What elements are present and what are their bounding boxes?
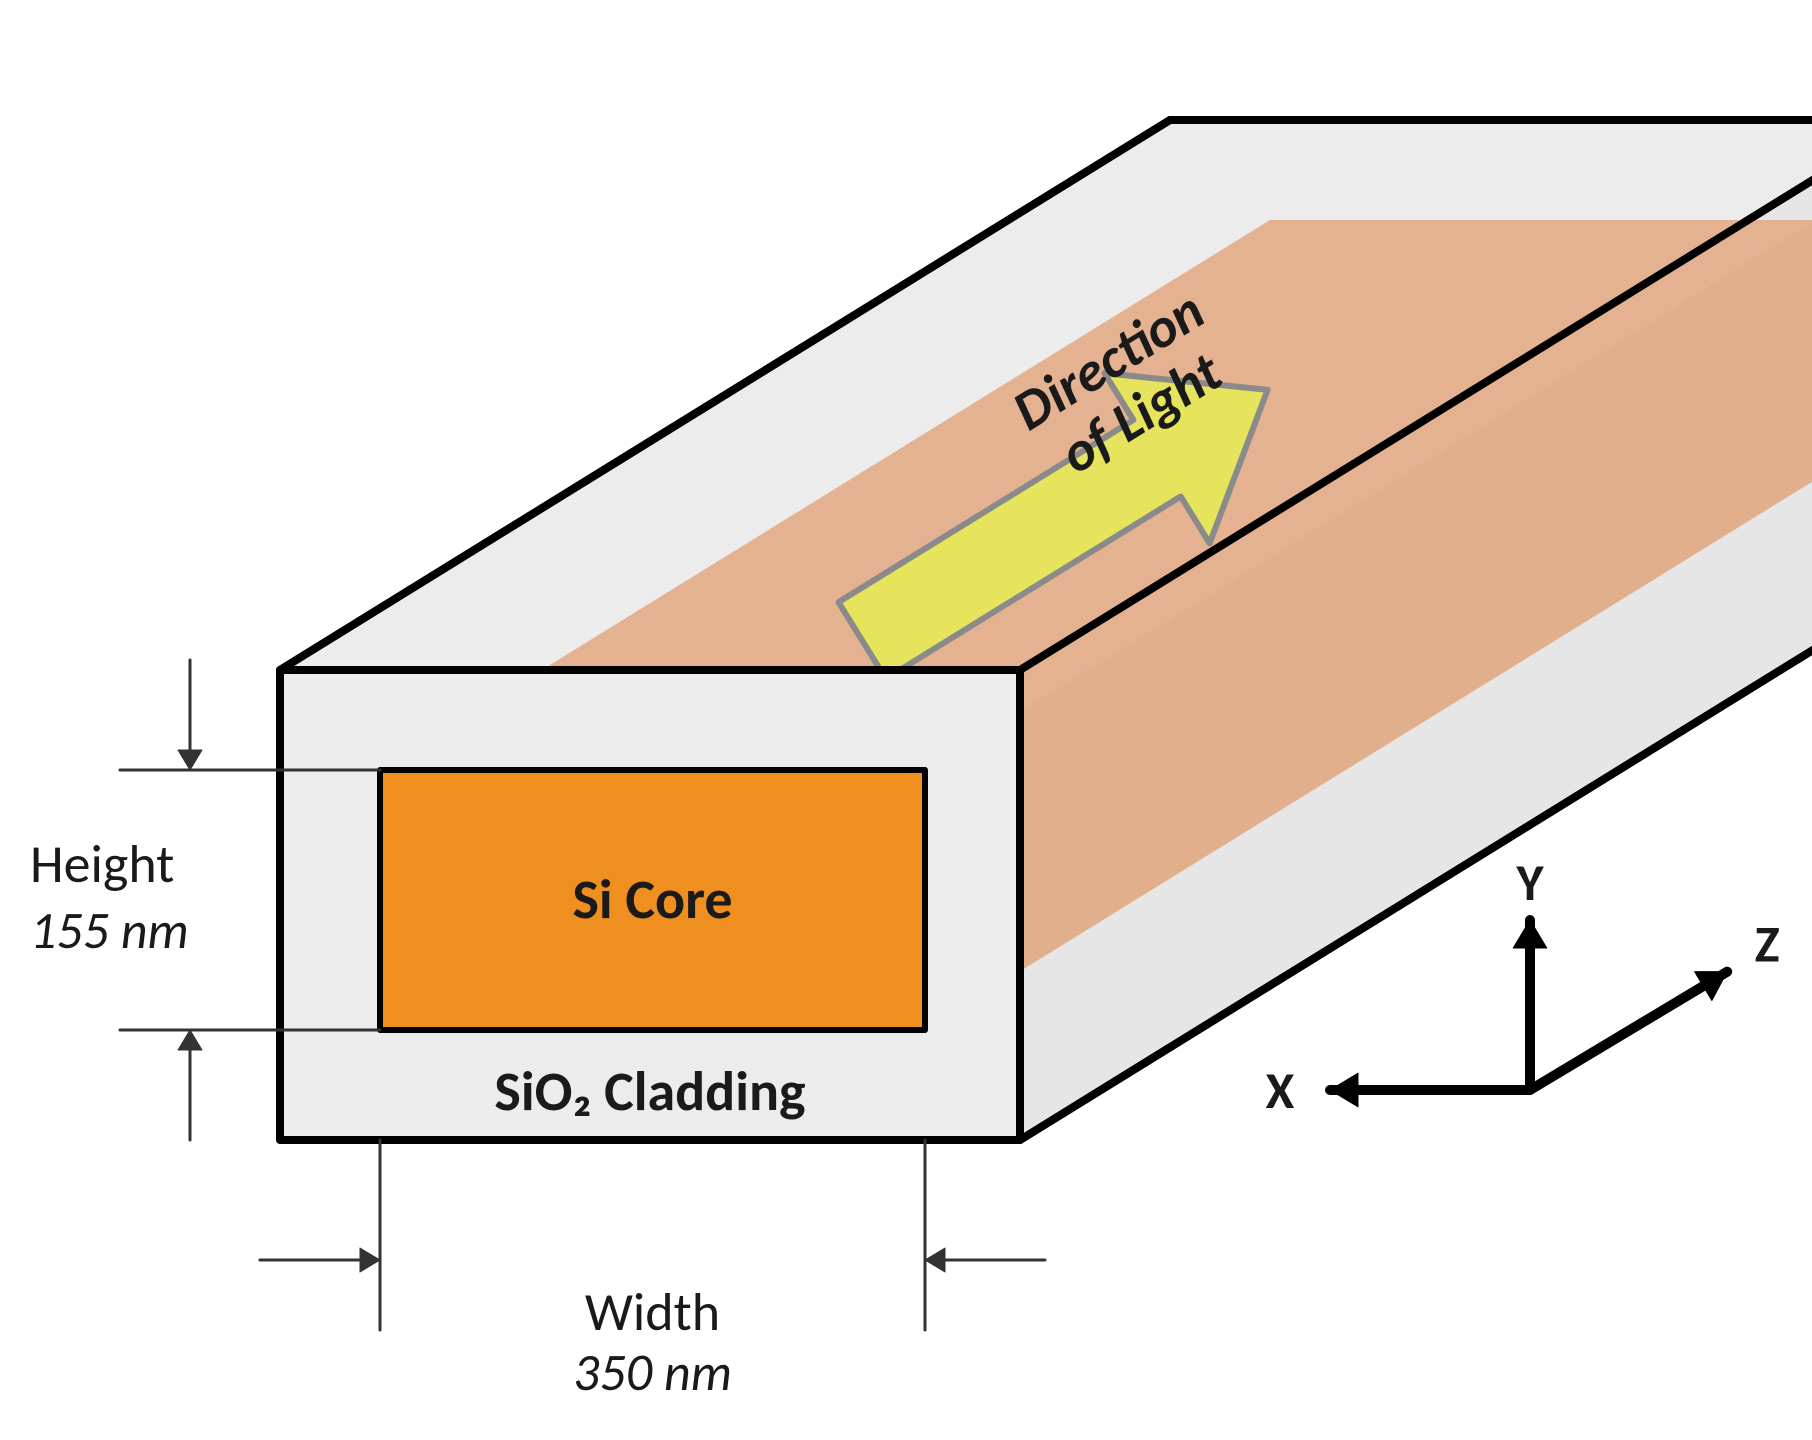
height-value: 155 nm [30,898,189,962]
height-label: Height [30,831,174,897]
width-label: Width [585,1279,720,1345]
width-value: 350 nm [573,1340,732,1404]
axis-z [1530,972,1727,1090]
cladding-label: SiO₂ Cladding [494,1058,805,1126]
core-label: Si Core [572,866,732,934]
axis-x-label: X [1266,1058,1295,1122]
axis-z-label: Z [1755,912,1780,976]
axis-y-label: Y [1515,850,1544,914]
